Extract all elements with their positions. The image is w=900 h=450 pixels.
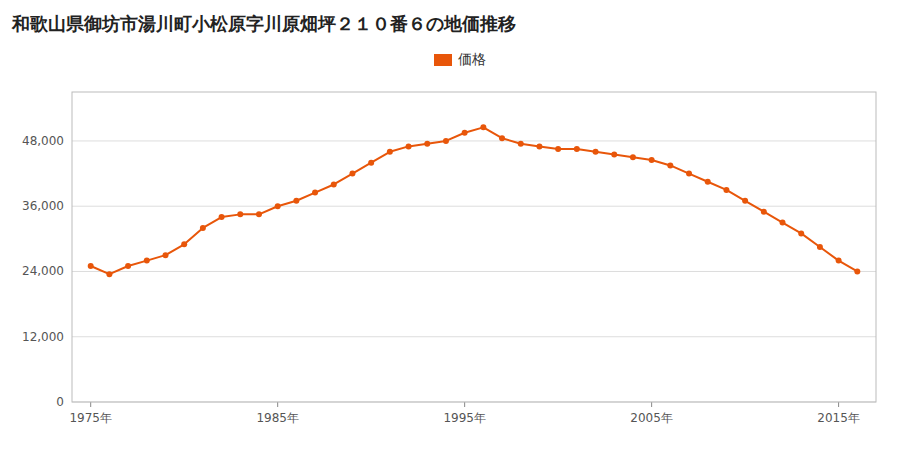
x-tick [277, 402, 278, 407]
x-tick-label: 2015年 [817, 411, 860, 425]
point [499, 135, 505, 141]
point [312, 190, 318, 196]
point [181, 241, 187, 247]
plot-frame [72, 92, 876, 402]
point [480, 124, 486, 130]
point [611, 152, 617, 158]
legend-swatch [434, 54, 452, 66]
legend: 価格 [434, 51, 486, 67]
x-tick [90, 402, 91, 407]
background [0, 0, 900, 450]
point [780, 220, 786, 226]
point [237, 211, 243, 217]
y-tick-label: 12,000 [22, 330, 64, 344]
point [293, 198, 299, 204]
point [275, 203, 281, 209]
x-tick-label: 1975年 [69, 411, 112, 425]
x-tick-label: 2005年 [630, 411, 673, 425]
point [88, 263, 94, 269]
point [649, 157, 655, 163]
point [686, 171, 692, 177]
plot-area [88, 124, 861, 277]
grid-line [72, 140, 876, 141]
y-tick-label: 36,000 [22, 199, 64, 213]
point [705, 179, 711, 185]
point [761, 209, 767, 215]
point [331, 181, 337, 187]
point [406, 143, 412, 149]
point [349, 171, 355, 177]
point [574, 146, 580, 152]
point [518, 141, 524, 147]
point [368, 160, 374, 166]
y-tick-label: 48,000 [22, 134, 64, 148]
point [443, 138, 449, 144]
point [798, 230, 804, 236]
title: 和歌山県御坊市湯川町小松原字川原畑坪２１０番６の地価推移 [11, 13, 516, 34]
point [667, 162, 673, 168]
point [630, 154, 636, 160]
legend-label: 価格 [458, 51, 486, 67]
grid-line [72, 271, 876, 272]
line [91, 127, 858, 274]
point [555, 146, 561, 152]
point [125, 263, 131, 269]
x-tick [838, 402, 839, 407]
point [817, 244, 823, 250]
point [536, 143, 542, 149]
y-tick-label: 0 [56, 395, 64, 409]
point [162, 252, 168, 258]
x-tick-label: 1985年 [256, 411, 299, 425]
point [219, 214, 225, 220]
point [256, 211, 262, 217]
point [387, 149, 393, 155]
grid-line [72, 336, 876, 337]
point [200, 225, 206, 231]
x-tick-label: 1995年 [443, 411, 486, 425]
point [144, 258, 150, 264]
point [854, 268, 860, 274]
point [462, 130, 468, 136]
y-axis: 0 12,000 24,000 36,000 48,000 [22, 134, 876, 409]
point [424, 141, 430, 147]
x-tick [651, 402, 652, 407]
point [836, 258, 842, 264]
y-tick-label: 24,000 [22, 264, 64, 278]
x-axis: 1975年 1985年 1995年 2005年 2015年 [69, 402, 859, 425]
point [593, 149, 599, 155]
chart: 和歌山県御坊市湯川町小松原字川原畑坪２１０番６の地価推移 0 12,000 24,00… [0, 0, 900, 450]
point [723, 187, 729, 193]
point [742, 198, 748, 204]
point [106, 271, 112, 277]
x-tick [464, 402, 465, 407]
